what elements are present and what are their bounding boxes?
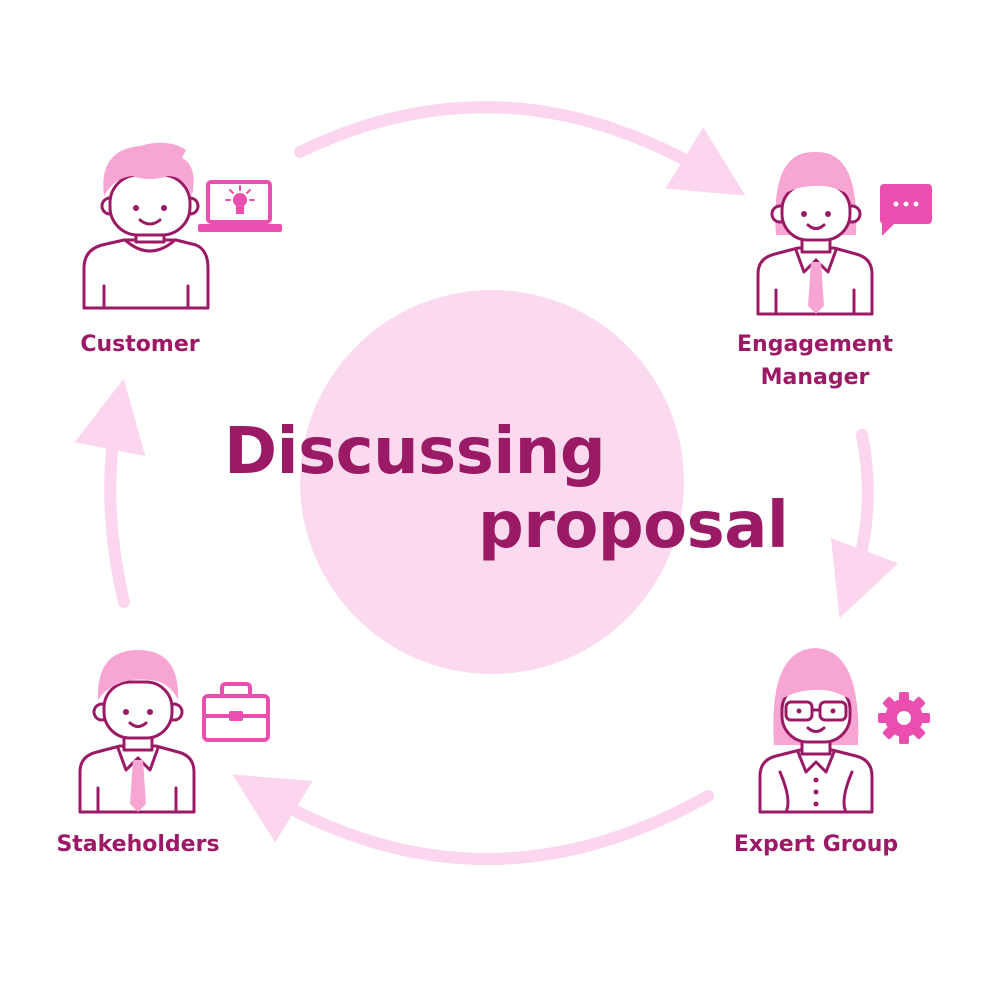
center-title-line2: proposal bbox=[478, 489, 789, 563]
chat-bubble-icon bbox=[880, 184, 932, 236]
arrow-expert-to-stakeholders bbox=[232, 774, 714, 866]
laptop-lightbulb-icon bbox=[198, 180, 282, 232]
engagement-manager-label-line2: Manager bbox=[760, 365, 870, 390]
expert-group-label: Expert Group bbox=[733, 832, 899, 857]
stakeholders-person-icon bbox=[78, 650, 196, 814]
node-label-customer: Customer bbox=[60, 328, 220, 361]
node-label-stakeholders: Stakeholders bbox=[38, 828, 238, 861]
briefcase-icon bbox=[202, 682, 270, 742]
gear-icon bbox=[878, 692, 930, 744]
arrow-stakeholders-to-customer bbox=[74, 378, 146, 608]
center-circle bbox=[300, 290, 684, 674]
node-label-engagement-manager: Engagement Manager bbox=[710, 328, 920, 394]
expert-group-person-icon bbox=[758, 648, 874, 814]
customer-label: Customer bbox=[80, 332, 200, 357]
customer-person-icon bbox=[82, 142, 210, 310]
arrow-manager-to-expert bbox=[830, 429, 899, 619]
node-label-expert-group: Expert Group bbox=[716, 828, 916, 861]
arrow-customer-to-manager bbox=[294, 101, 746, 196]
stakeholders-label: Stakeholders bbox=[56, 832, 220, 857]
center-title-line1: Discussing bbox=[224, 415, 606, 489]
engagement-manager-person-icon bbox=[756, 151, 874, 316]
engagement-manager-label-line1: Engagement bbox=[737, 332, 893, 357]
